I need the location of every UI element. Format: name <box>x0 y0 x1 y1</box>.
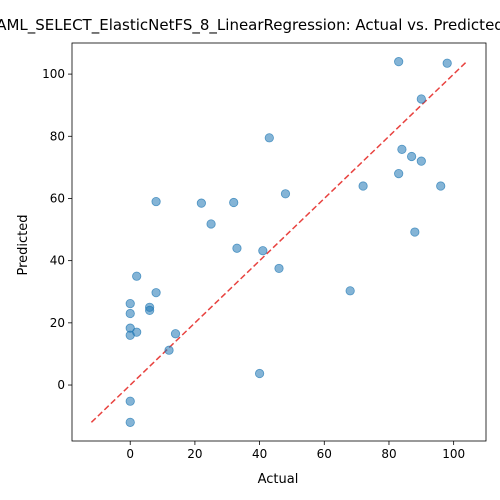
y-axis: 0 20 40 60 80 100 <box>42 67 72 392</box>
data-point <box>125 396 135 406</box>
data-point <box>164 345 174 355</box>
data-point <box>394 57 404 67</box>
data-point <box>196 198 206 208</box>
data-point <box>442 58 452 68</box>
y-tick-label: 0 <box>57 378 65 392</box>
chart-title: AML_SELECT_ElasticNetFS_8_LinearRegressi… <box>0 16 500 35</box>
data-point <box>232 243 242 253</box>
data-point <box>407 151 417 162</box>
y-tick-label: 80 <box>50 129 65 143</box>
data-point <box>436 181 446 191</box>
x-tick-label: 100 <box>442 447 465 461</box>
data-point <box>280 189 291 199</box>
data-point <box>358 181 368 191</box>
data-point <box>258 246 268 256</box>
x-tick-label: 40 <box>252 447 267 461</box>
data-point <box>394 168 404 179</box>
x-tick-label: 80 <box>381 447 396 461</box>
y-tick-label: 100 <box>42 67 65 81</box>
data-point <box>125 330 135 340</box>
data-point <box>206 219 216 229</box>
data-point <box>397 144 407 154</box>
y-tick-label: 60 <box>50 191 65 205</box>
data-point <box>170 329 181 339</box>
data-point <box>125 308 135 319</box>
data-points <box>125 57 452 427</box>
data-point <box>416 156 426 166</box>
data-point <box>125 298 135 309</box>
y-axis-label: Predicted <box>16 214 31 275</box>
data-point <box>274 263 284 274</box>
data-point <box>345 286 355 296</box>
y-tick-label: 40 <box>50 254 65 268</box>
data-point <box>264 133 274 143</box>
data-point <box>410 227 420 237</box>
data-point <box>132 271 142 281</box>
data-point <box>151 288 161 298</box>
y-tick-label: 20 <box>50 316 65 330</box>
data-point <box>416 94 426 104</box>
plot-area <box>71 42 487 442</box>
data-point <box>125 417 135 427</box>
plot-frame <box>71 42 487 442</box>
data-point <box>145 305 155 316</box>
data-point <box>151 196 161 207</box>
x-tick-label: 0 <box>126 447 134 461</box>
x-axis-label: Actual <box>258 472 299 487</box>
reference-line-layer <box>90 61 468 423</box>
data-point <box>229 197 239 208</box>
reference-line <box>90 61 468 423</box>
x-tick-label: 20 <box>187 447 202 461</box>
data-point <box>254 368 265 379</box>
x-tick-label: 60 <box>317 447 332 461</box>
x-axis: 0 20 40 60 80 100 <box>126 441 465 461</box>
